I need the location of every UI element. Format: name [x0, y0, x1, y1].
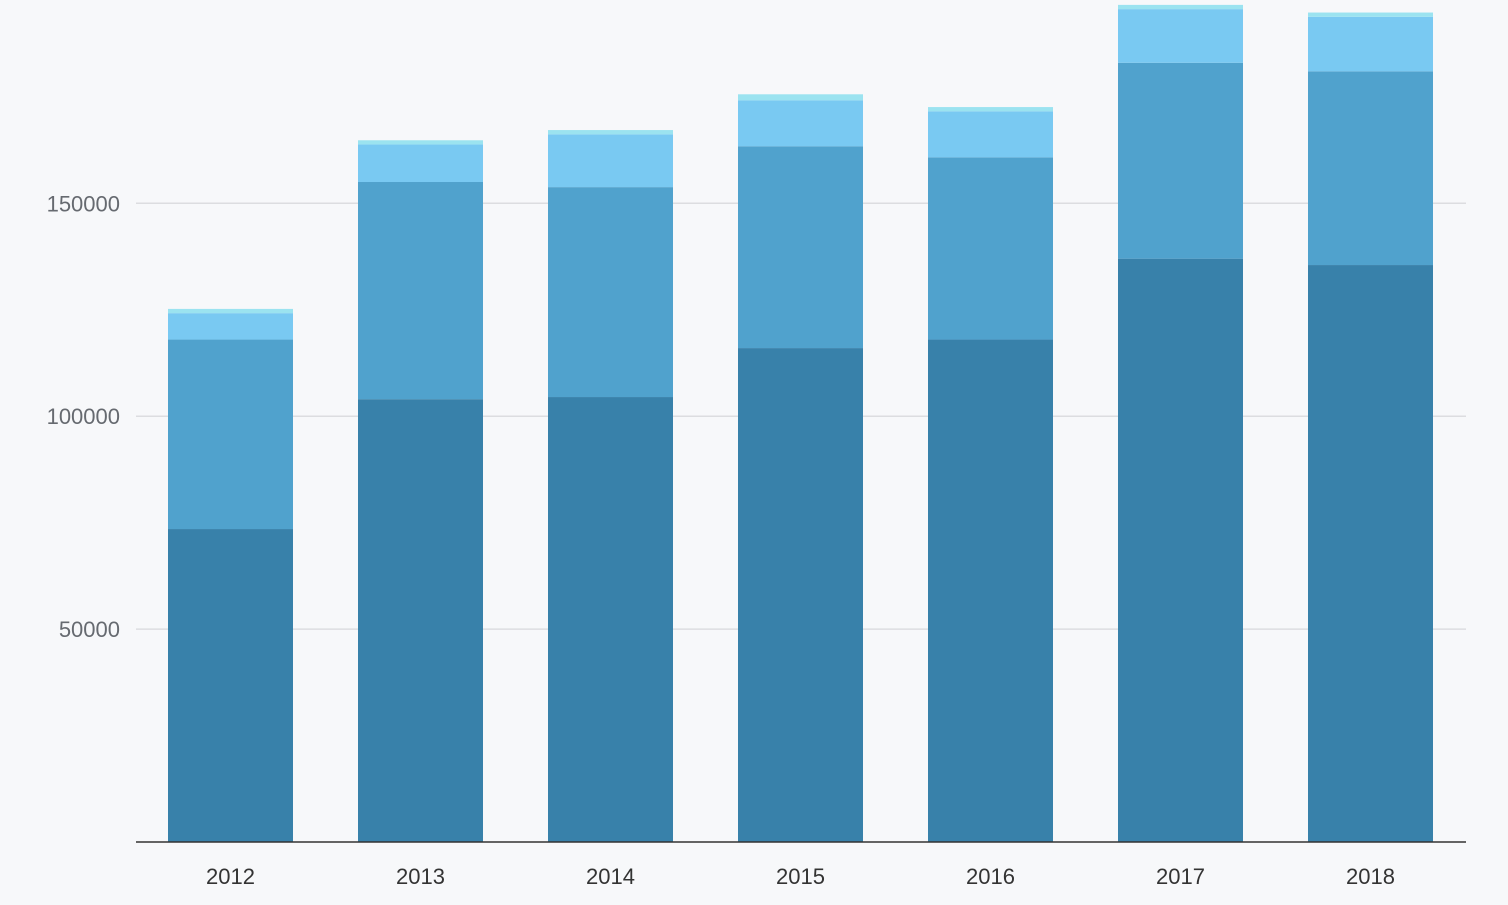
bar-segment-2015-series-2: [738, 146, 863, 349]
bars: [168, 4, 1433, 842]
bar-segment-2018-series-3: [1308, 16, 1433, 72]
bar-segment-2015-series-4: [738, 94, 863, 101]
x-tick-label-2014: 2014: [586, 864, 635, 889]
x-tick-label-2013: 2013: [396, 864, 445, 889]
bar-segment-2013-series-3: [358, 144, 483, 183]
x-tick-label-2012: 2012: [206, 864, 255, 889]
bar-segment-2018-series-4: [1308, 12, 1433, 17]
bar-segment-2014-series-4: [548, 130, 673, 135]
bar-segment-2014-series-3: [548, 134, 673, 188]
bar-segment-2016-series-1: [928, 339, 1053, 842]
y-tick-label: 100000: [47, 404, 120, 429]
bar-segment-2012-series-2: [168, 339, 293, 530]
bar-segment-2015-series-3: [738, 100, 863, 147]
bar-segment-2016-series-4: [928, 107, 1053, 112]
x-tick-label-2016: 2016: [966, 864, 1015, 889]
bar-segment-2016-series-2: [928, 157, 1053, 340]
bar-segment-2014-series-2: [548, 187, 673, 398]
bar-segment-2012-series-3: [168, 313, 293, 340]
bar-segment-2013-series-1: [358, 399, 483, 842]
bar-segment-2013-series-2: [358, 182, 483, 400]
y-tick-label: 50000: [59, 617, 120, 642]
y-tick-label: 150000: [47, 191, 120, 216]
x-axis-ticks: 2012 2013 2014 2015 2016 2017 2018: [206, 864, 1395, 889]
x-tick-label-2015: 2015: [776, 864, 825, 889]
bar-segment-2014-series-1: [548, 397, 673, 842]
bar-segment-2013-series-4: [358, 140, 483, 145]
bar-segment-2016-series-3: [928, 111, 1053, 158]
bar-segment-2017-series-2: [1118, 62, 1243, 259]
bar-segment-2018-series-2: [1308, 71, 1433, 266]
bar-segment-2017-series-3: [1118, 9, 1243, 63]
x-tick-label-2017: 2017: [1156, 864, 1205, 889]
bar-segment-2012-series-4: [168, 308, 293, 314]
bar-segment-2018-series-1: [1308, 265, 1433, 842]
bar-segment-2015-series-1: [738, 348, 863, 842]
bar-segment-2012-series-1: [168, 529, 293, 842]
y-axis-ticks: 50000 100000 150000: [47, 191, 120, 642]
bar-segment-2017-series-4: [1118, 4, 1243, 10]
bar-segment-2017-series-1: [1118, 258, 1243, 842]
x-tick-label-2018: 2018: [1346, 864, 1395, 889]
